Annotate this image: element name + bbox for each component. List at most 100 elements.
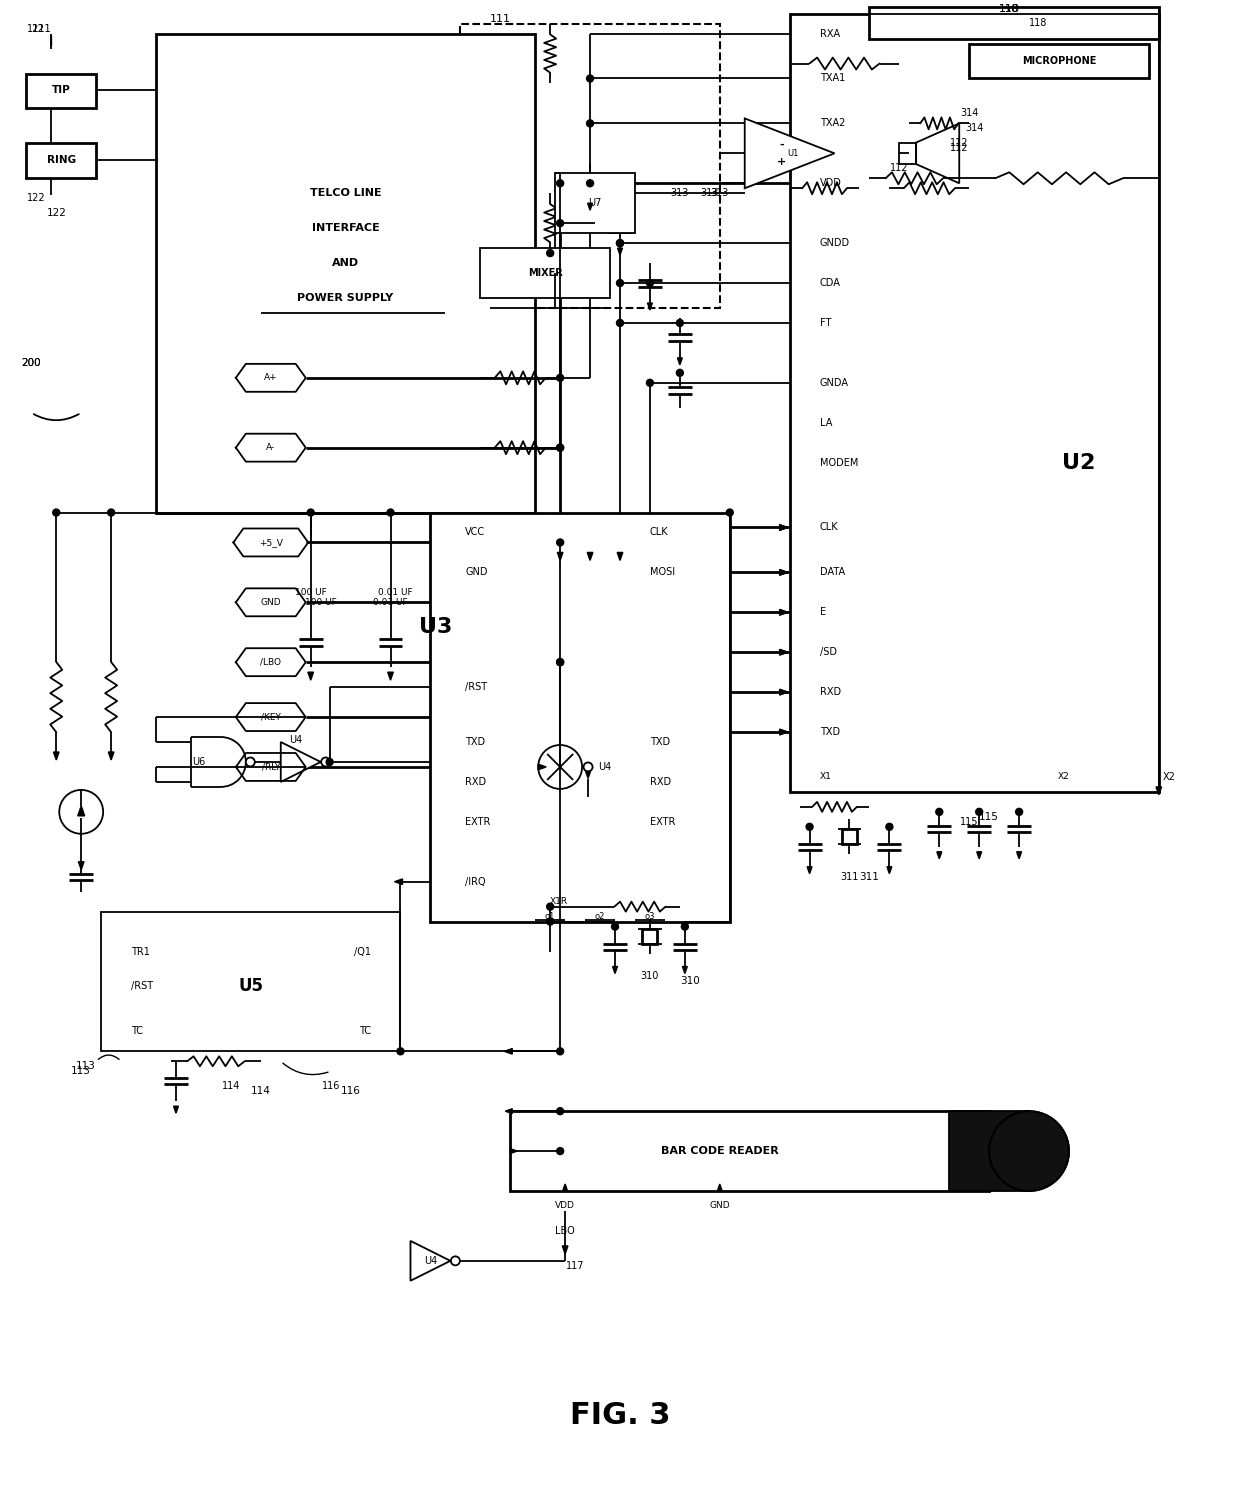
Text: U3: U3 [419, 618, 453, 637]
Polygon shape [174, 1106, 179, 1113]
Circle shape [547, 918, 553, 925]
Polygon shape [937, 852, 941, 859]
Polygon shape [538, 764, 546, 770]
Circle shape [451, 1256, 460, 1265]
Bar [460, 24, 719, 307]
Text: CDA: CDA [820, 278, 841, 288]
Polygon shape [780, 689, 787, 695]
Text: /Q1: /Q1 [353, 946, 371, 956]
Bar [790, 13, 1159, 792]
Polygon shape [1156, 786, 1162, 795]
Circle shape [108, 509, 114, 516]
Circle shape [547, 249, 553, 257]
Text: 122: 122 [46, 209, 66, 218]
Text: DATA: DATA [820, 567, 844, 577]
Text: 0.01 UF: 0.01 UF [378, 588, 413, 597]
Circle shape [616, 319, 624, 327]
Text: /RST: /RST [131, 982, 154, 992]
Polygon shape [780, 570, 787, 576]
Text: U7: U7 [588, 198, 601, 209]
Bar [869, 6, 1159, 39]
Polygon shape [505, 1049, 512, 1055]
Text: 114: 114 [222, 1082, 241, 1091]
Circle shape [53, 509, 60, 516]
Text: X1R: X1R [551, 897, 568, 906]
Circle shape [321, 758, 330, 767]
Text: GNDA: GNDA [820, 377, 848, 388]
Circle shape [587, 75, 594, 82]
Polygon shape [236, 648, 306, 676]
Text: 311: 311 [859, 871, 879, 882]
Polygon shape [618, 552, 622, 561]
Text: 113: 113 [77, 1061, 97, 1071]
Circle shape [557, 539, 564, 546]
Bar [899, 143, 916, 164]
Text: 116: 116 [321, 1082, 340, 1091]
Text: U2: U2 [1063, 452, 1096, 473]
Text: MOSI: MOSI [650, 567, 675, 577]
Polygon shape [236, 703, 306, 731]
Polygon shape [780, 689, 787, 695]
Polygon shape [613, 967, 618, 973]
Polygon shape [780, 610, 787, 615]
Text: 118: 118 [998, 3, 1019, 13]
Text: A+: A+ [264, 373, 278, 382]
Text: TIP: TIP [52, 85, 71, 95]
Bar [156, 34, 536, 513]
Polygon shape [388, 673, 393, 680]
Text: /RST: /RST [465, 682, 487, 692]
Polygon shape [53, 752, 60, 759]
Text: CLK: CLK [650, 528, 668, 537]
Polygon shape [410, 1241, 450, 1280]
Text: 112: 112 [890, 163, 909, 173]
Polygon shape [505, 1109, 512, 1113]
Text: TC: TC [131, 1026, 143, 1037]
Text: EXTR: EXTR [650, 816, 676, 827]
Bar [102, 912, 401, 1052]
Polygon shape [780, 525, 787, 530]
Text: 313: 313 [671, 188, 689, 198]
Text: TXA1: TXA1 [820, 73, 844, 84]
Text: 122: 122 [27, 194, 46, 203]
Text: RXD: RXD [820, 688, 841, 697]
Text: 115: 115 [960, 816, 978, 827]
Text: RXD: RXD [465, 777, 486, 786]
Text: VCC: VCC [465, 528, 486, 537]
Text: 311: 311 [841, 871, 858, 882]
Text: RXA: RXA [820, 28, 839, 39]
Text: 310: 310 [641, 971, 660, 982]
Polygon shape [780, 610, 787, 615]
Text: -: - [779, 139, 784, 149]
Text: 313: 313 [701, 188, 719, 198]
Polygon shape [807, 867, 812, 874]
Circle shape [976, 809, 982, 815]
Text: EXTR: EXTR [465, 816, 491, 827]
Circle shape [387, 509, 394, 516]
Text: TC: TC [358, 1026, 371, 1037]
Polygon shape [236, 364, 306, 392]
Text: RING: RING [47, 155, 76, 166]
Polygon shape [280, 742, 321, 782]
Bar [556, 173, 635, 233]
Text: BAR CODE READER: BAR CODE READER [661, 1146, 779, 1156]
Text: U4: U4 [289, 736, 303, 745]
Circle shape [557, 219, 564, 227]
Polygon shape [236, 434, 306, 461]
Polygon shape [588, 203, 593, 210]
Text: 121: 121 [31, 24, 51, 34]
Text: X2: X2 [1162, 771, 1176, 782]
Text: 115: 115 [980, 812, 999, 822]
Text: /RLY: /RLY [262, 762, 280, 771]
Text: o3: o3 [645, 912, 655, 921]
Polygon shape [78, 806, 84, 816]
Polygon shape [916, 124, 960, 184]
Text: LBO: LBO [556, 1226, 575, 1235]
Text: 200: 200 [21, 358, 41, 369]
Text: GND: GND [465, 567, 487, 577]
Circle shape [616, 240, 624, 246]
Circle shape [990, 1112, 1069, 1191]
Text: GND: GND [709, 1201, 730, 1210]
Polygon shape [236, 753, 306, 780]
Circle shape [676, 319, 683, 327]
Circle shape [557, 179, 564, 186]
